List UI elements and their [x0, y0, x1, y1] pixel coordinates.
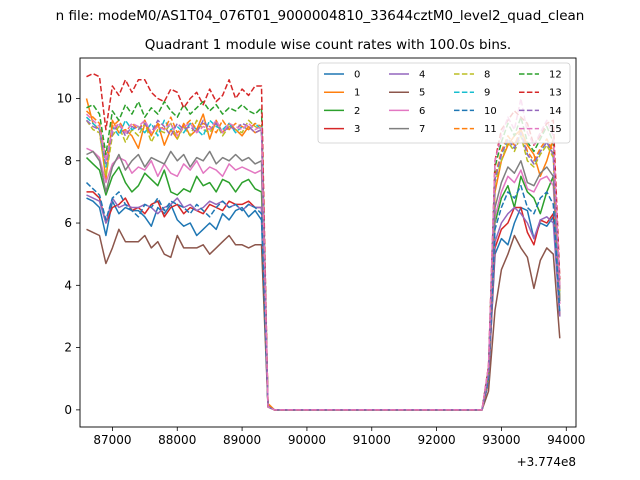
y-tick-label: 4	[64, 278, 72, 292]
legend-label-8: 8	[484, 70, 490, 81]
legend-label-0: 0	[354, 70, 360, 81]
legend-label-14: 14	[549, 106, 562, 117]
legend-label-11: 11	[484, 124, 497, 135]
x-tick-label: 88000	[158, 433, 196, 447]
y-tick-label: 2	[64, 341, 72, 355]
x-tick-label: 91000	[353, 433, 391, 447]
series-line-10	[85, 182, 561, 411]
y-tick-label: 10	[57, 91, 72, 105]
y-tick-label: 0	[64, 403, 72, 417]
series-line-14	[85, 119, 561, 411]
legend-box	[317, 62, 571, 144]
series-line-7	[86, 150, 561, 411]
x-tick-label: 93000	[482, 433, 520, 447]
legend-label-2: 2	[354, 106, 360, 117]
x-tick-label: 90000	[288, 433, 326, 447]
x-axis-offset-label: +3.774e8	[517, 455, 576, 469]
legend-label-6: 6	[419, 106, 425, 117]
y-tick-label: 8	[64, 154, 72, 168]
legend-label-7: 7	[419, 124, 425, 135]
y-axis: 0 2 4 6 8 10	[57, 91, 80, 417]
series-line-5	[86, 228, 561, 411]
legend-label-12: 12	[549, 70, 562, 81]
legend-label-4: 4	[419, 70, 425, 81]
legend-label-15: 15	[549, 124, 562, 135]
legend-label-5: 5	[419, 88, 425, 99]
x-axis: 87000 88000 89000 90000 91000 92000 93000 94000	[93, 427, 585, 447]
series-line-2	[85, 157, 561, 411]
chart-title: Quadrant 1 module wise count rates with …	[145, 37, 511, 53]
series-line-13	[86, 72, 561, 411]
legend-label-13: 13	[549, 88, 562, 99]
x-tick-label: 89000	[223, 433, 261, 447]
y-tick-label: 6	[64, 216, 72, 230]
legend-label-3: 3	[354, 124, 360, 135]
series-line-11	[85, 110, 561, 411]
series-line-4	[86, 194, 561, 411]
legend-label-9: 9	[484, 88, 490, 99]
legend-label-1: 1	[354, 88, 360, 99]
plot-frame	[79, 57, 577, 428]
x-tick-label: 94000	[547, 433, 585, 447]
series-layer	[85, 72, 561, 411]
figure-suptitle: n file: modeM0/AS1T04_076T01_9000004810_…	[56, 8, 585, 24]
series-line-6	[86, 147, 561, 411]
x-tick-label: 92000	[418, 433, 456, 447]
legend-label-10: 10	[484, 106, 497, 117]
series-line-3	[86, 191, 561, 411]
series-line-9	[85, 116, 561, 411]
series-line-8	[85, 119, 561, 411]
x-tick-label: 87000	[93, 433, 131, 447]
